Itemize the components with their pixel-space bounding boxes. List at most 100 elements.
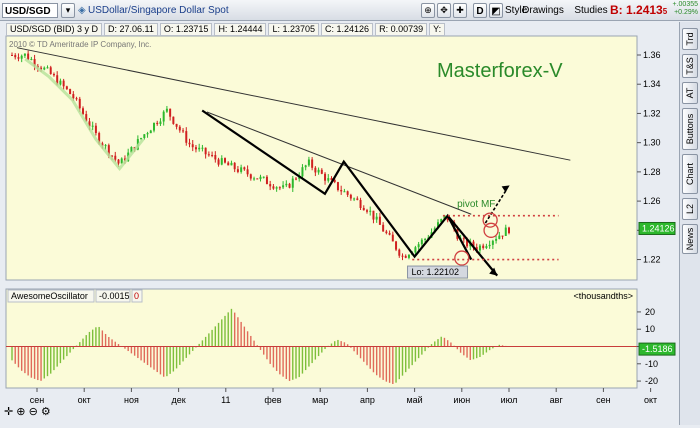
candle-body [311,159,314,168]
candle-body [366,210,368,212]
x-tick-label: окт [644,395,657,405]
side-tab-l2[interactable]: L2 [682,198,698,220]
info-icon: ◈ [78,5,86,16]
header-high: H: 1.24444 [214,23,267,36]
low-label-box [407,265,469,279]
candle-body [111,155,114,157]
candle-body [169,108,172,117]
header-open: O: 1.23715 [159,23,213,36]
side-tab-at[interactable]: AT [682,82,698,104]
side-tab-trd[interactable]: Trd [682,28,698,50]
candle-body [424,238,427,240]
change-value: +.00355 [672,1,699,8]
candle-body [282,185,285,188]
side-tab-news[interactable]: News [682,224,698,254]
chart-svg[interactable]: 2010 © TD Ameritrade IP Company, Inc. 1.2… [4,22,679,425]
candle-body [336,182,339,190]
osc-tick-label: 20 [645,307,655,317]
side-tab-chart[interactable]: Chart [682,154,698,194]
candle-body [353,198,356,200]
candle-body [443,215,446,220]
x-tick-label: апр [360,395,375,405]
candle-body [78,98,81,109]
bid-suffix: 5 [662,7,668,16]
candle-body [204,147,207,155]
candle-body [149,130,152,134]
marker-circle [482,212,498,228]
side-tabs: Trd T&S AT Buttons Chart L2 News [679,22,700,425]
candle-body [272,186,275,189]
symbol-dropdown-icon[interactable]: ▾ [61,3,75,18]
studies-button[interactable]: Studies [574,5,608,16]
settings-icon[interactable]: ⚙ [40,406,51,418]
candle-body [301,167,304,177]
candle-body [159,121,162,125]
zoom-in-icon[interactable]: ⊕ [16,406,26,418]
candle-body [230,162,233,166]
chart-area[interactable]: 2010 © TD Ameritrade IP Company, Inc. 1.2… [4,22,679,425]
style-button[interactable]: Style [505,5,528,16]
candle-body [385,231,388,234]
copyright-text: 2010 © TD Ameritrade IP Company, Inc. [9,40,151,49]
candle-body [236,169,239,172]
candle-body [194,147,197,150]
change-percent: +0.29% [674,9,698,16]
candle-body [404,255,407,258]
candle-body [140,138,143,140]
candle-body [391,234,394,242]
arrow-up-line [484,188,508,224]
candle-body [85,114,88,122]
candle-body [475,247,478,251]
osc-title: AwesomeOscillator [11,291,88,301]
candle-body [495,238,498,241]
candle-body [478,245,481,251]
candle-body [256,178,259,180]
candle-body [214,155,217,160]
drawings-button[interactable]: Drawings [522,5,564,16]
price-tick-label: 1.36 [643,50,661,60]
candle-body [343,191,346,193]
x-tick-label: ноя [124,395,139,405]
trend-shadow [24,57,145,171]
candle-body [395,241,398,250]
x-tick-label: авг [550,395,564,405]
side-tab-ts[interactable]: T&S [682,54,698,78]
candle-body [49,67,52,75]
candle-body [30,59,33,61]
candle-body [191,144,194,148]
candle-body [382,224,385,232]
candle-body [378,216,381,225]
symbol-input[interactable]: USD/SGD [2,3,58,18]
marker-circle [483,222,499,238]
candle-body [188,142,191,145]
change-info: +.00355 +0.29% [664,1,699,17]
bid-price: B: 1.24135 [610,2,667,17]
crosshair-icon[interactable]: ✚ [453,3,467,18]
candle-body [107,145,110,156]
candle-body [94,125,97,134]
style-icon[interactable]: ◩ [489,3,503,18]
arrow-up-head [501,185,510,193]
bottom-toolbar: ✛ ⊕ ⊖ ⚙ [4,405,51,423]
osc-title-box [7,289,95,303]
pivot-label: pivot MF [457,199,495,210]
side-tab-buttons[interactable]: Buttons [682,108,698,150]
zoom-out-icon[interactable]: ⊖ [28,406,38,418]
candle-body [317,169,320,173]
candle-body [40,67,43,70]
candle-body [401,255,404,257]
candle-body [485,246,488,249]
candle-body [327,178,330,181]
candle-body [175,123,178,127]
candle-body [227,162,230,166]
candle-body [98,133,101,144]
watermark-text: Masterforex-V [437,60,563,82]
price-tick-label: 1.22 [643,255,661,265]
zoom-icon[interactable]: ⊕ [421,3,435,18]
daily-button[interactable]: D [473,3,487,18]
pan-icon[interactable]: ✥ [437,3,451,18]
pan-tool-icon[interactable]: ✛ [4,406,14,418]
candle-body [52,74,55,76]
candle-body [462,238,465,240]
candle-body [69,89,72,95]
